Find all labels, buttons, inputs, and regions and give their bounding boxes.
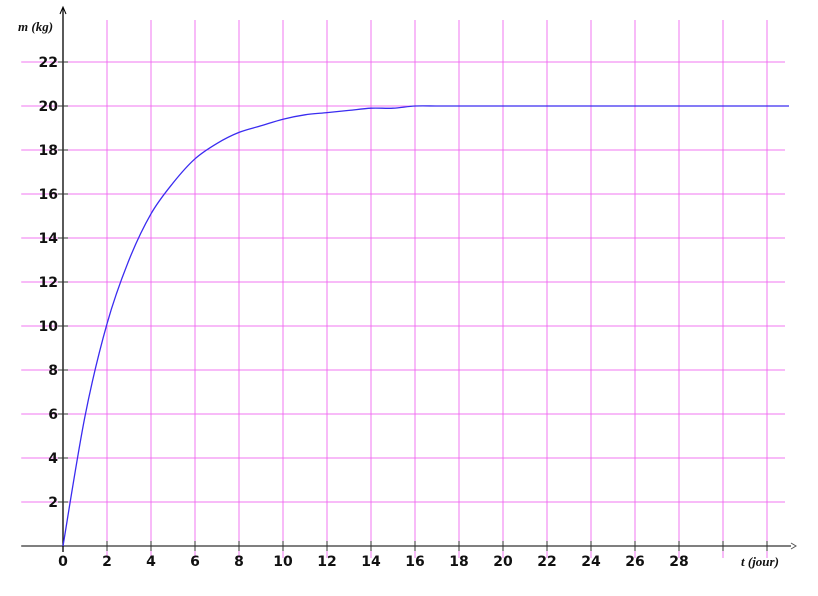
x-tick-label: 14 <box>361 554 381 570</box>
y-tick-label: 6 <box>48 407 58 423</box>
x-axis-label: t (jour) <box>741 554 779 569</box>
x-tick-label: 10 <box>273 554 293 570</box>
axes <box>21 5 797 552</box>
y-tick-label: 8 <box>48 363 58 379</box>
y-axis-arrow <box>59 5 67 15</box>
x-tick-label: 18 <box>449 554 468 570</box>
x-tick-label: 6 <box>190 554 200 570</box>
y-axis-label: m (kg) <box>18 19 53 34</box>
x-tick-label: 8 <box>234 554 244 570</box>
y-tick-label: 22 <box>39 55 58 71</box>
y-tick-label: 20 <box>39 99 59 115</box>
y-tick-label: 4 <box>48 451 58 467</box>
x-tick-label: 24 <box>581 554 601 570</box>
grid <box>21 20 785 558</box>
y-tick-label: 16 <box>39 187 58 203</box>
x-tick-label: 28 <box>669 554 688 570</box>
y-tick-label: 12 <box>39 275 58 291</box>
y-tick-label: 10 <box>39 319 59 335</box>
y-tick-label: 14 <box>39 231 59 247</box>
x-tick-label: 22 <box>537 554 556 570</box>
x-tick-label: 16 <box>405 554 424 570</box>
x-tick-label: 0 <box>58 554 68 570</box>
x-tick-label: 12 <box>317 554 336 570</box>
x-axis-arrow <box>790 542 797 550</box>
series-line <box>62 105 789 547</box>
y-tick-label: 18 <box>39 143 58 159</box>
y-tick-label: 2 <box>48 495 58 511</box>
tick-labels: 0 2 4 6 8 10 12 14 16 18 20 22 24 26 28246810121416182… <box>39 55 689 570</box>
x-tick-label: 26 <box>625 554 644 570</box>
x-tick-label: 4 <box>146 554 156 570</box>
x-tick-label: 2 <box>102 554 112 570</box>
x-tick-label: 20 <box>493 554 513 570</box>
